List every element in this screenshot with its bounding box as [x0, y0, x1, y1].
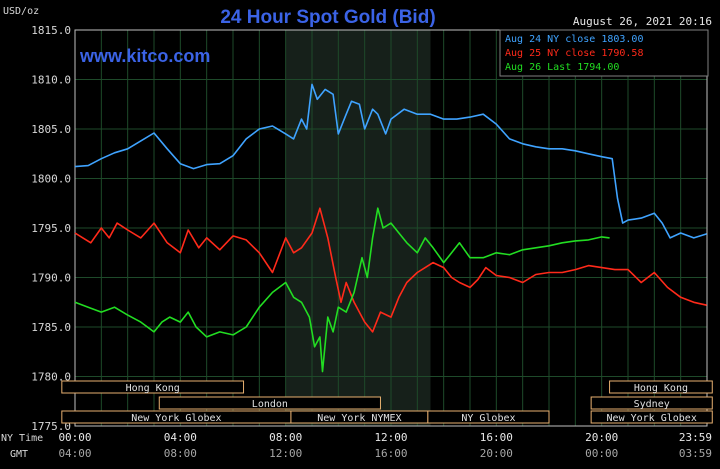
chart-title: 24 Hour Spot Gold (Bid)	[220, 7, 435, 28]
x-tick-gmt: 00:00	[585, 447, 618, 460]
x-tick-gmt: 03:59	[679, 447, 712, 460]
session-label-london: London	[252, 399, 288, 410]
x-tick-ny: 08:00	[269, 431, 302, 444]
y-tick-label: 1775.0	[31, 420, 71, 433]
x-tick-gmt: 20:00	[480, 447, 513, 460]
legend-aug24: Aug 24 NY close 1803.00	[505, 34, 643, 45]
session-bars: Hong Kong Hong Kong London Sydney New York G…	[61, 380, 713, 424]
y-tick-label: 1785.0	[31, 321, 71, 334]
session-bar-london	[158, 396, 381, 410]
x-row-label-gmt: GMT	[10, 449, 28, 460]
y-tick-label: 1810.0	[31, 74, 71, 87]
session-label-hongkong-2: Hong Kong	[634, 383, 688, 394]
y-tick-label: 1780.0	[31, 371, 71, 384]
x-tick-ny: 00:00	[58, 431, 91, 444]
series-line-aug26	[74, 207, 610, 373]
session-label-newyork-globex-2: New York Globex	[607, 413, 697, 424]
x-tick-ny: 16:00	[480, 431, 513, 444]
x-tick-ny: 12:00	[374, 431, 407, 444]
x-tick-gmt: 12:00	[269, 447, 302, 460]
x-axis-ticks: 00:00 04:00 04:00 08:00 08:00 12:00 12:00 16:00…	[58, 431, 712, 460]
y-tick-label: 1795.0	[31, 222, 71, 235]
x-tick-ny: 04:00	[164, 431, 197, 444]
plot-frame	[74, 29, 708, 427]
session-label-sydney: Sydney	[634, 399, 670, 410]
series-line-aug24	[74, 83, 707, 239]
y-tick-label: 1815.0	[31, 24, 71, 37]
legend-aug25: Aug 25 NY close 1790.58	[505, 48, 643, 59]
y-axis-ticks: 1815.0 1810.0 1805.0 1800.0 1795.0 1790.0 1785…	[31, 24, 71, 433]
kitco-brand: www.kitco.com	[79, 46, 210, 66]
session-bar-newyork-globex-2	[590, 410, 713, 424]
y-tick-label: 1800.0	[31, 173, 71, 186]
y-unit-label: USD/oz	[3, 6, 39, 17]
chart-series-layer	[74, 83, 707, 373]
chart-legend: Aug 24 NY close 1803.00 Aug 25 NY close …	[499, 29, 709, 77]
y-tick-label: 1790.0	[31, 272, 71, 285]
session-label-newyork-globex-1: New York Globex	[131, 413, 221, 424]
session-bar-ny-globex	[427, 410, 550, 424]
x-row-label-ny: NY Time	[1, 433, 43, 444]
legend-aug26: Aug 26 Last 1794.00	[505, 62, 619, 73]
y-tick-label: 1805.0	[31, 123, 71, 136]
legend-box	[499, 29, 709, 77]
x-tick-ny: 23:59	[679, 431, 712, 444]
x-tick-gmt: 08:00	[164, 447, 197, 460]
chart-grid	[74, 29, 708, 427]
session-bar-hongkong-2	[609, 380, 713, 394]
session-label-ny-globex: NY Globex	[461, 413, 515, 424]
series-line-aug25	[74, 207, 707, 333]
chart-datetime: August 26, 2021 20:16	[573, 15, 712, 28]
session-label-hongkong-1: Hong Kong	[126, 383, 180, 394]
x-tick-gmt: 16:00	[374, 447, 407, 460]
session-bar-sydney	[590, 396, 713, 410]
session-label-newyork-nymex: New York NYMEX	[317, 413, 401, 424]
session-bar-hongkong-1	[61, 380, 245, 394]
x-tick-ny: 20:00	[585, 431, 618, 444]
x-tick-gmt: 04:00	[58, 447, 91, 460]
